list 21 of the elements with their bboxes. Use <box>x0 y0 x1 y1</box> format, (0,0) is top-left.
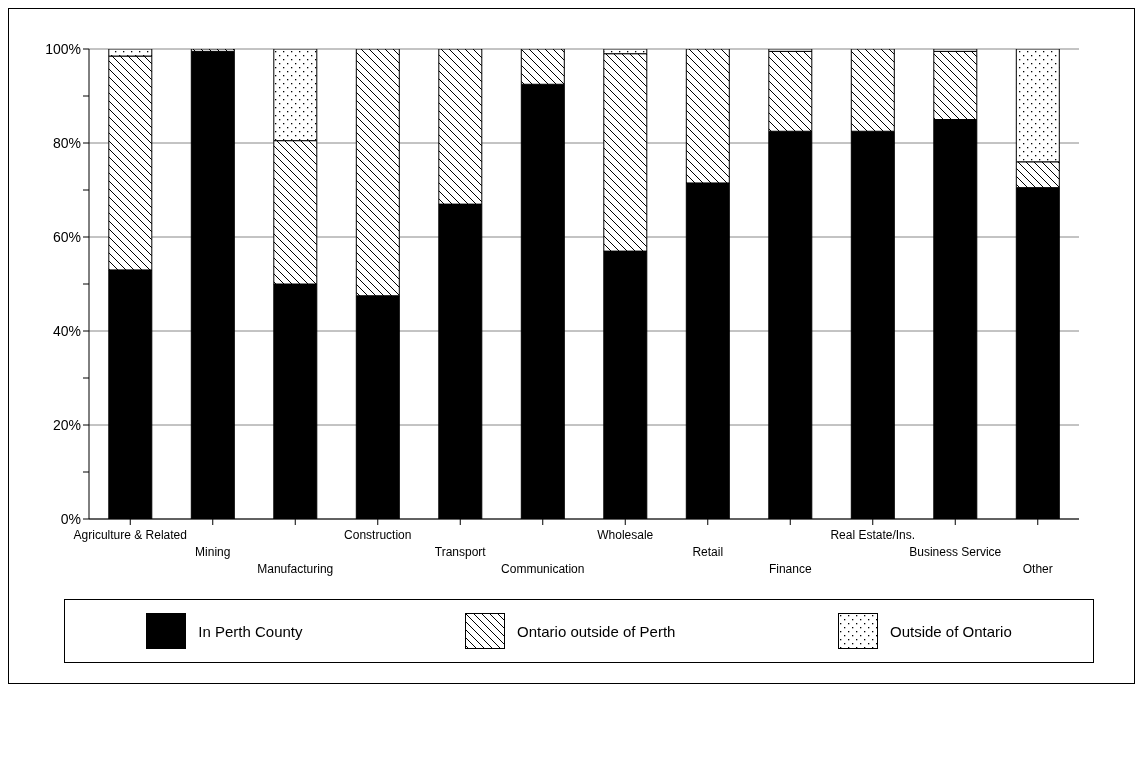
x-tick-label: Finance <box>768 562 812 576</box>
y-tick-label: 80% <box>52 134 81 151</box>
x-tick-label: Wholesale <box>597 528 654 542</box>
x-tick-label: Retail <box>692 545 724 559</box>
legend-label: Ontario outside of Perth <box>517 622 676 640</box>
y-tick-label: 60% <box>52 228 81 245</box>
y-tick-label: 20% <box>52 416 81 433</box>
y-tick-label: 0% <box>60 510 81 527</box>
x-tick-label: Other <box>1022 562 1053 576</box>
x-tick-label: Business Service <box>909 545 1002 559</box>
x-tick-label: Agriculture & Related <box>73 528 187 542</box>
y-tick-label: 100% <box>45 40 81 57</box>
legend-label: Outside of Ontario <box>890 622 1012 640</box>
x-tick-label: Mining <box>195 545 231 559</box>
x-tick-label: Manufacturing <box>257 562 334 576</box>
y-tick-label: 40% <box>52 322 81 339</box>
legend-label: In Perth County <box>198 622 303 640</box>
x-tick-label: Transport <box>434 545 487 559</box>
x-tick-label: Communication <box>501 562 585 576</box>
x-tick-label: Construction <box>344 528 412 542</box>
x-tick-label: Real Estate/Ins. <box>830 528 916 542</box>
